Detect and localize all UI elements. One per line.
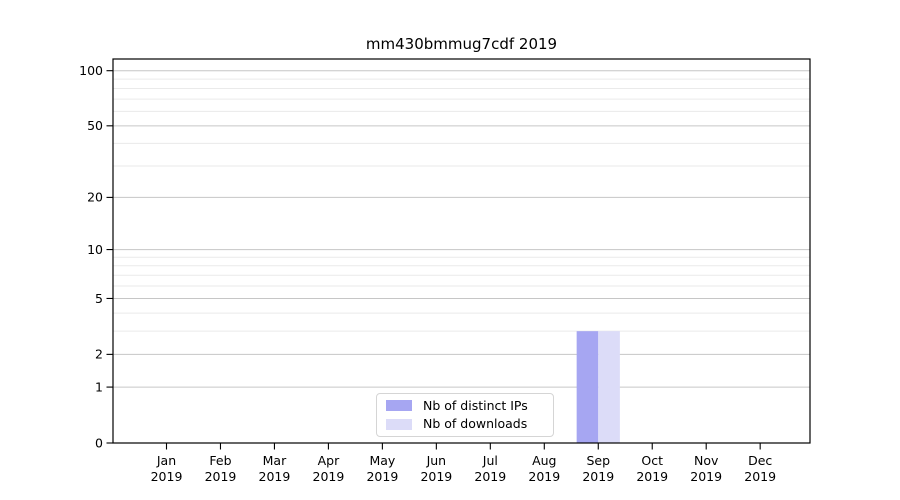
y-tick-label: 100 bbox=[79, 63, 103, 78]
y-tick-label: 10 bbox=[87, 242, 103, 257]
bar-nb-of-downloads bbox=[598, 331, 620, 443]
y-tick-label: 2 bbox=[95, 347, 103, 362]
legend-label-distinct-ips: Nb of distinct IPs bbox=[423, 397, 528, 413]
x-tick-label-month: Oct bbox=[641, 453, 663, 468]
plot-frame bbox=[112, 58, 811, 444]
y-tick-label: 1 bbox=[95, 379, 103, 394]
x-tick-label-month: Apr bbox=[318, 453, 340, 468]
y-tick-label: 20 bbox=[87, 190, 103, 205]
x-tick-label-year: 2019 bbox=[636, 469, 668, 484]
x-tick-label-month: Sep bbox=[586, 453, 610, 468]
x-tick-label-year: 2019 bbox=[690, 469, 722, 484]
x-tick-label-month: Nov bbox=[694, 453, 719, 468]
x-tick-label-year: 2019 bbox=[259, 469, 291, 484]
x-tick-label-year: 2019 bbox=[366, 469, 398, 484]
x-tick-label-month: Jan bbox=[156, 453, 176, 468]
x-tick-label-month: Mar bbox=[263, 453, 287, 468]
x-tick-label-year: 2019 bbox=[151, 469, 183, 484]
bar-nb-of-distinct-ips bbox=[576, 331, 599, 443]
x-tick-label-month: May bbox=[369, 453, 395, 468]
x-tick-label-year: 2019 bbox=[205, 469, 237, 484]
x-tick-label-year: 2019 bbox=[420, 469, 452, 484]
chart-title: mm430bmmug7cdf 2019 bbox=[365, 35, 558, 53]
legend-label-downloads: Nb of downloads bbox=[423, 416, 528, 431]
y-tick-label: 5 bbox=[95, 291, 103, 306]
x-tick-label-month: Jul bbox=[482, 453, 498, 468]
x-tick-label-month: Aug bbox=[532, 453, 556, 468]
legend-swatch-downloads bbox=[386, 418, 412, 430]
x-tick-label-year: 2019 bbox=[313, 469, 345, 484]
legend-item-downloads: Nb of downloads bbox=[386, 416, 544, 431]
x-tick-label-year: 2019 bbox=[744, 469, 776, 484]
x-tick-label-month: Dec bbox=[748, 453, 772, 468]
x-tick-label-month: Jun bbox=[426, 453, 447, 468]
legend-item-distinct-ips: Nb of distinct IPs bbox=[386, 397, 544, 413]
legend: Nb of distinct IPs Nb of downloads bbox=[376, 393, 554, 437]
x-tick-label-year: 2019 bbox=[528, 469, 560, 484]
y-tick-label: 0 bbox=[95, 435, 103, 450]
y-tick-label: 50 bbox=[87, 118, 103, 133]
legend-swatch-distinct-ips bbox=[386, 400, 412, 412]
x-tick-label-year: 2019 bbox=[582, 469, 614, 484]
x-tick-label-year: 2019 bbox=[474, 469, 506, 484]
x-tick-label-month: Feb bbox=[209, 453, 231, 468]
